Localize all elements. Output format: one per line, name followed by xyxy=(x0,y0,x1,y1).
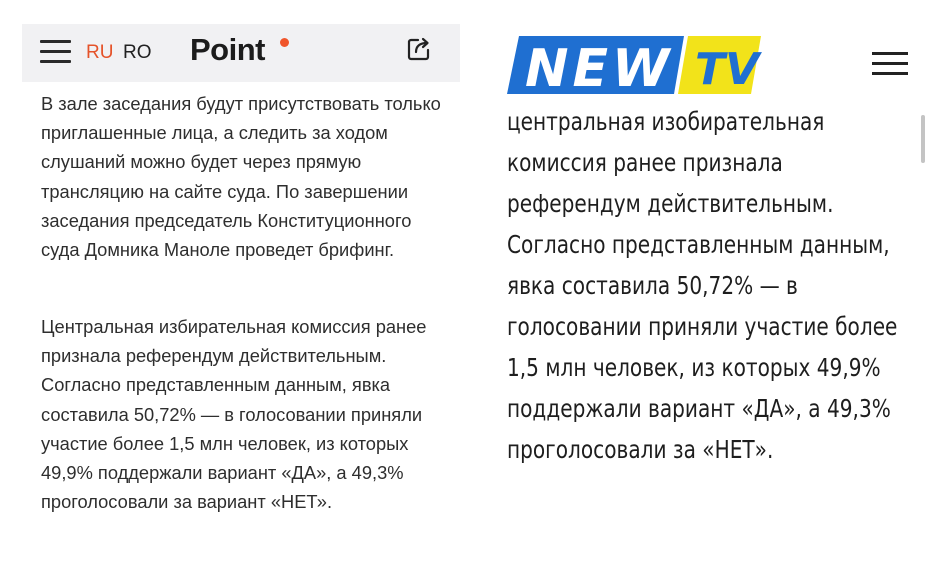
point-logo[interactable]: Point xyxy=(190,32,266,67)
menu-icon[interactable] xyxy=(872,52,908,76)
newtv-logo[interactable]: NEW TV xyxy=(507,36,767,94)
scrollbar[interactable] xyxy=(921,115,925,163)
paragraph-text: Центральная избирательная комиссия ранее… xyxy=(41,316,427,513)
lang-ru-link[interactable]: RU xyxy=(86,42,114,63)
logo-tv-text: TV xyxy=(695,44,762,94)
lang-ro-link[interactable]: RO xyxy=(123,42,152,63)
point-article-paragraph-2: Центральная избирательная комиссия ранее… xyxy=(41,312,446,516)
share-icon[interactable] xyxy=(406,36,432,62)
paragraph-text: центральная изобирательная комиссия ране… xyxy=(507,107,898,464)
point-header: RU RO Point xyxy=(22,24,460,82)
point-logo-dot xyxy=(280,38,289,47)
newtv-article-paragraph: центральная изобирательная комиссия ране… xyxy=(507,101,917,470)
paragraph-text: В зале заседания будут присутствовать то… xyxy=(41,93,441,261)
logo-new-text: NEW xyxy=(525,39,673,94)
menu-icon[interactable] xyxy=(40,40,71,64)
point-article-paragraph-1: В зале заседания будут присутствовать то… xyxy=(41,89,446,264)
